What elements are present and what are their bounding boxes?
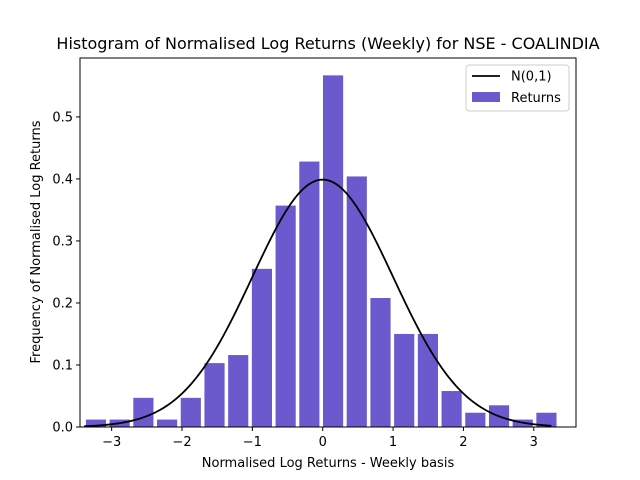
histogram-bar: [465, 412, 486, 427]
histogram-bar: [370, 298, 391, 427]
histogram-bar: [322, 75, 344, 428]
histogram-bar: [180, 397, 201, 427]
y-axis-ticks: 0.0 0.1 0.2 0.3 0.4 0.5: [52, 110, 80, 436]
legend-label-returns: Returns: [511, 91, 561, 106]
x-tick-label: −2: [172, 435, 191, 450]
normal-curve-line: [84, 178, 552, 428]
x-tick-label: 3: [530, 435, 538, 450]
histogram-bar: [394, 333, 415, 427]
histogram-bar: [346, 176, 367, 427]
x-tick-label: −1: [243, 435, 262, 450]
histogram-bar: [251, 268, 273, 427]
legend: N(0,1) Returns: [465, 64, 570, 112]
histogram-bar: [85, 419, 107, 427]
x-tick-label: 0: [319, 435, 327, 450]
y-tick-label: 0.3: [52, 234, 73, 249]
x-tick-label: 1: [389, 435, 397, 450]
histogram-bar: [275, 205, 296, 427]
histogram-bar: [536, 412, 557, 427]
histogram-bar: [133, 397, 154, 427]
x-tick-label: 2: [459, 435, 467, 450]
histogram-bar: [417, 333, 438, 427]
y-tick-label: 0.5: [52, 110, 73, 125]
bars-group: [85, 75, 557, 428]
x-tick-label: −3: [102, 435, 121, 450]
chart-title: Histogram of Normalised Log Returns (Wee…: [56, 34, 599, 53]
legend-label-normal: N(0,1): [511, 70, 552, 85]
y-axis-label: Frequency of Normalised Log Returns: [29, 120, 44, 363]
legend-bar-swatch: [472, 92, 500, 102]
y-tick-label: 0.0: [52, 421, 73, 436]
y-tick-label: 0.1: [52, 358, 73, 373]
plot-area-frame: [79, 57, 577, 428]
histogram-bar: [299, 161, 320, 427]
histogram-bar: [228, 355, 249, 427]
x-axis-ticks: −3 −2 −1 0 1 2 3: [102, 427, 538, 450]
histogram-bar: [441, 391, 462, 427]
y-tick-label: 0.2: [52, 296, 73, 311]
histogram-bar: [157, 419, 178, 427]
histogram-bar: [204, 363, 225, 427]
y-tick-label: 0.4: [52, 172, 73, 187]
x-axis-label: Normalised Log Returns - Weekly basis: [202, 456, 455, 471]
